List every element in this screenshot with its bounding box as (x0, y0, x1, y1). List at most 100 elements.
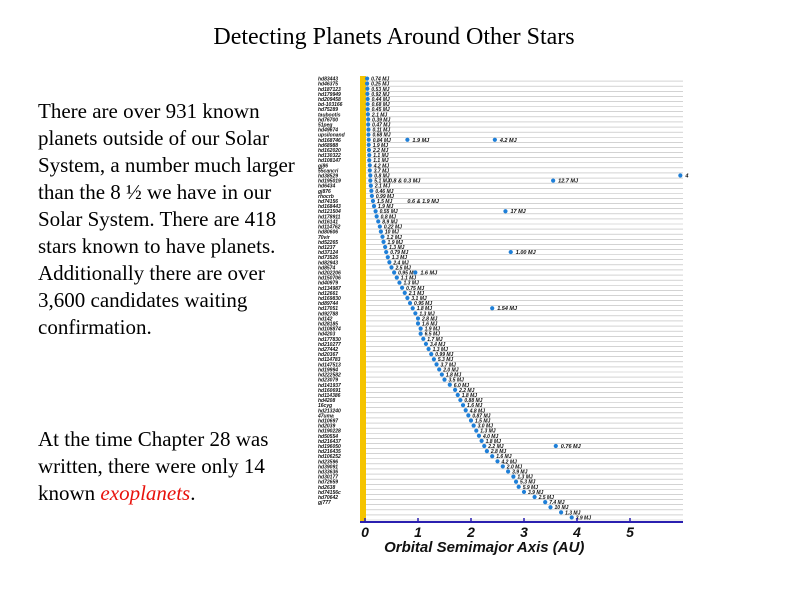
star-name: 16cyg (318, 403, 332, 409)
star-name: hd17051 (318, 306, 338, 312)
planet-mass-label: 1.3 MJ (517, 475, 533, 481)
planet-dot (365, 107, 370, 112)
planet-dot (453, 387, 458, 392)
planet-dot (378, 229, 383, 234)
planet-dot (368, 183, 373, 188)
star-name: hd75289 (318, 107, 338, 113)
star-name: rhocrb (318, 194, 334, 200)
planet-mass-label: 2.1 MJ (408, 291, 425, 297)
outer-planet-dot (508, 249, 513, 255)
star-name: hd187123 (318, 87, 341, 93)
planet-mass-label: 5.9 MJ (523, 485, 539, 491)
planet-mass-label: 1.3 MJ (480, 429, 496, 435)
planet-dot (482, 443, 487, 449)
planet-dot (371, 204, 377, 209)
planet-dot (365, 112, 371, 117)
star-name: hd121504 (318, 209, 341, 215)
x-tick-label: 1 (414, 524, 422, 540)
planet-mass-label: 1.1 MJ (373, 158, 389, 164)
planet-dot (365, 91, 370, 96)
planet-dot (442, 377, 447, 382)
star-name: hd27442 (318, 347, 338, 353)
slide-title: Detecting Planets Around Other Stars (213, 24, 575, 50)
planet-dot (366, 122, 371, 127)
planet-mass-label: 0.22 MJ (384, 225, 402, 231)
intro-paragraph: There are over 931 known planets outside… (38, 99, 295, 339)
planet-mass-label: 6.5 MJ (425, 332, 441, 338)
planet-mass-label: 2.1 MJ (371, 112, 388, 118)
x-tick-label: 4 (572, 524, 581, 540)
planet-dot (402, 290, 407, 295)
planet-mass-label: 1.9 MJ (388, 240, 404, 246)
outer-planet-dot (551, 178, 556, 183)
star-name: hd209458 (318, 97, 341, 103)
planet-dot (532, 494, 537, 500)
star-name: hd83443 (318, 77, 338, 83)
planet-dot (366, 132, 371, 137)
planet-dot (543, 500, 548, 505)
planet-dot (418, 331, 423, 336)
planet-dot (466, 413, 471, 418)
outer-planet-label: 1.9 MJ (412, 138, 430, 144)
star-name: hd76700 (318, 117, 338, 123)
planet-dot (387, 260, 392, 265)
planet-mass-label: 0.39 MJ (372, 117, 390, 123)
planet-mass-label: 0.75 MJ (406, 286, 424, 292)
star-name: hd210277 (318, 342, 341, 348)
planet-mass-label: 1.8 MJ (446, 373, 462, 379)
planet-dot (474, 428, 479, 433)
star-name: hd70642 (318, 495, 338, 501)
planet-dot (365, 76, 370, 81)
planet-dot (490, 454, 495, 459)
outer-planet-label: 17 MJ (510, 209, 526, 215)
planet-dot (410, 306, 415, 311)
planet-dot (367, 153, 372, 158)
star-name: 55cancri (318, 168, 339, 174)
planet-dot (376, 219, 381, 224)
planet-dot (405, 295, 410, 301)
outer-planet-label: 12.7 MJ (558, 179, 579, 185)
planet-mass-label: 3.1 MJ (411, 296, 427, 302)
star-name: hd150706 (318, 276, 341, 282)
planet-mass-label: 0.84 MJ (373, 138, 391, 144)
star-name: hd142 (318, 316, 333, 322)
star-name: hd4203 (318, 332, 335, 338)
outer-planet-label: 1.00 MJ (516, 250, 537, 256)
planet-mass-label: 1.3 MJ (403, 281, 419, 287)
planet-mass-label: 3.9 MJ (576, 515, 592, 521)
planet-mass-label: 2.5 MJ (538, 495, 555, 501)
planet-dot (369, 193, 374, 199)
outer-planet-label: 0.76 MJ (561, 444, 582, 450)
planet-mass-label: 1.9 MJ (425, 327, 441, 333)
planet-mass-label: 1.3 MJ (419, 311, 435, 317)
planet-mass-label: 2.8 MJ (490, 449, 507, 455)
star-name: hd213240 (318, 408, 341, 414)
planet-mass-label: 2.0 MJ (506, 464, 523, 470)
planet-mass-label: 10 MJ (385, 230, 399, 236)
star-name: hd10697 (318, 418, 338, 424)
planet-dot (383, 244, 388, 250)
planet-mass-label: 2.8 MJ (421, 316, 438, 322)
star-name: hd89744 (318, 301, 338, 307)
planet-mass-label: 0.68 MJ (372, 102, 390, 108)
planet-dot (521, 489, 527, 495)
planet-dot (369, 188, 374, 193)
star-name: hd40979 (318, 281, 338, 287)
planet-mass-label: 2.2 MJ (458, 388, 475, 394)
planet-dot (447, 382, 452, 387)
star-name: hd12661 (318, 291, 338, 297)
star-name: hd80606 (318, 230, 338, 236)
star-name: hd49674 (318, 128, 338, 134)
planet-mass-label: 1.3 MJ (433, 347, 449, 353)
star-name: hd195019 (318, 179, 341, 185)
exoplanets-link[interactable]: exoplanets (100, 481, 191, 505)
outer-planet-label: 4.2 MJ (499, 138, 518, 144)
planet-mass-label: 3.9 MJ (528, 490, 544, 496)
outer-planet-dot (490, 306, 495, 311)
planet-mass-label: 1.8 MJ (417, 306, 433, 312)
star-name: hd168746 (318, 138, 341, 144)
star-name: hd74156c (318, 490, 341, 496)
star-name: hd178911 (318, 214, 341, 220)
planet-dot (500, 464, 505, 469)
planet-dot (506, 469, 511, 474)
